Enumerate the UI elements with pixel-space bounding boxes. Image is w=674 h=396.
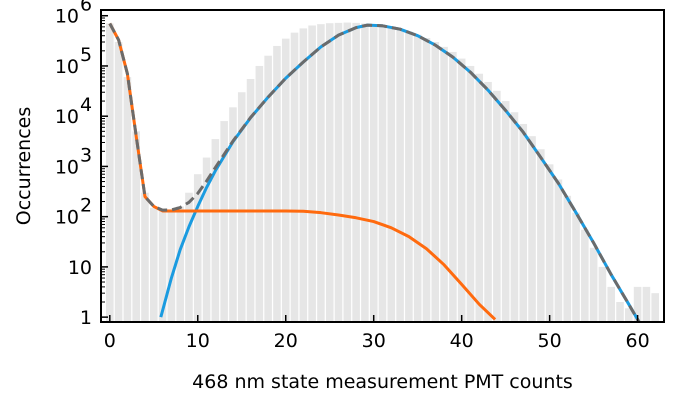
histogram-bar — [545, 164, 554, 322]
x-axis-label: 468 nm state measurement PMT counts — [192, 371, 573, 393]
histogram-bar — [361, 23, 369, 322]
plot-frame — [100, 9, 665, 323]
histogram-bar — [484, 81, 492, 322]
x-tick-label: 20 — [274, 330, 298, 352]
series-line — [108, 22, 641, 322]
histogram-bar — [202, 157, 211, 322]
histogram-bar — [211, 139, 220, 322]
x-tick-label: 30 — [362, 330, 386, 352]
histogram-bar — [449, 51, 457, 322]
histogram-bar — [246, 79, 255, 322]
histogram-bar — [334, 22, 343, 322]
histogram-bar — [378, 25, 387, 322]
histogram-bar — [466, 65, 475, 322]
histogram-bar — [616, 302, 624, 322]
x-tick-label: 0 — [104, 330, 116, 352]
x-tick-label: 10 — [186, 330, 210, 352]
histogram-bar — [528, 136, 536, 322]
histogram-bar — [167, 209, 176, 322]
histogram-bar — [369, 24, 378, 322]
histogram-bar — [343, 22, 352, 322]
histogram-bar — [493, 90, 501, 322]
histogram-bar — [141, 192, 149, 322]
y-tick-exponent: 4 — [80, 94, 92, 116]
histogram-bar — [501, 101, 510, 322]
y-tick-exponent: 6 — [80, 0, 92, 16]
histogram-bars — [106, 22, 659, 322]
histogram-bar — [273, 45, 281, 322]
histogram-bar — [651, 293, 659, 322]
histogram-bar — [132, 131, 140, 322]
histogram-bar — [308, 25, 316, 322]
y-tick-label: 10 — [55, 6, 79, 28]
histogram-bar — [158, 209, 167, 322]
histogram-bar — [264, 55, 272, 322]
histogram-bar — [317, 24, 325, 322]
histogram-bar — [229, 107, 237, 322]
histogram-bar — [422, 38, 431, 322]
histogram-bar — [607, 286, 616, 322]
histogram-bar — [589, 247, 598, 322]
y-tick-label: 10 — [68, 257, 92, 279]
histogram-bar — [457, 58, 466, 322]
histogram-bar — [563, 195, 572, 322]
y-tick-label: 1 — [80, 307, 92, 329]
x-tick-label: 60 — [626, 330, 650, 352]
histogram-bar — [510, 112, 519, 322]
histogram-bar — [237, 92, 246, 322]
histogram-bar — [299, 28, 308, 322]
histogram-bar — [176, 206, 184, 322]
histogram-bar — [625, 308, 633, 322]
histogram-bar — [290, 32, 299, 322]
y-tick-exponent: 3 — [80, 144, 92, 166]
histogram-bar — [413, 34, 422, 322]
histogram-bar — [572, 212, 580, 322]
histogram-bar — [387, 26, 396, 322]
histogram-bar — [581, 229, 589, 322]
histogram-bar — [598, 266, 607, 322]
series-line — [108, 22, 497, 321]
histogram-bar — [396, 29, 404, 322]
histogram-bar — [475, 73, 484, 322]
histogram-bar — [352, 22, 360, 322]
y-axis-label: Occurrences — [13, 107, 35, 226]
y-tick-exponent: 2 — [80, 195, 92, 217]
histogram-bar — [255, 65, 264, 322]
histogram-bar — [106, 23, 114, 322]
histogram-bar — [185, 192, 193, 322]
histogram-bar — [114, 41, 123, 322]
histogram-bar — [123, 77, 132, 322]
histogram-bar — [537, 149, 545, 322]
y-tick-label: 10 — [55, 207, 79, 229]
y-tick-exponent: 5 — [80, 44, 92, 66]
x-tick-label: 50 — [538, 330, 562, 352]
fit-curves — [108, 22, 641, 322]
histogram-bar — [405, 31, 413, 322]
histogram-bar — [149, 207, 158, 322]
histogram-bar — [440, 46, 448, 322]
histogram-bar — [519, 123, 528, 322]
x-tick-label: 40 — [450, 330, 474, 352]
y-tick-label: 10 — [55, 156, 79, 178]
y-tick-label: 10 — [55, 106, 79, 128]
histogram-bar — [325, 23, 334, 322]
histogram-bar — [281, 38, 290, 322]
histogram-bar — [642, 286, 651, 322]
histogram-bar — [633, 286, 642, 322]
histogram-bar — [220, 121, 228, 322]
y-tick-label: 10 — [55, 56, 79, 78]
histogram-bar — [554, 179, 563, 322]
histogram-bar — [193, 174, 202, 322]
histogram-bar — [431, 41, 440, 322]
